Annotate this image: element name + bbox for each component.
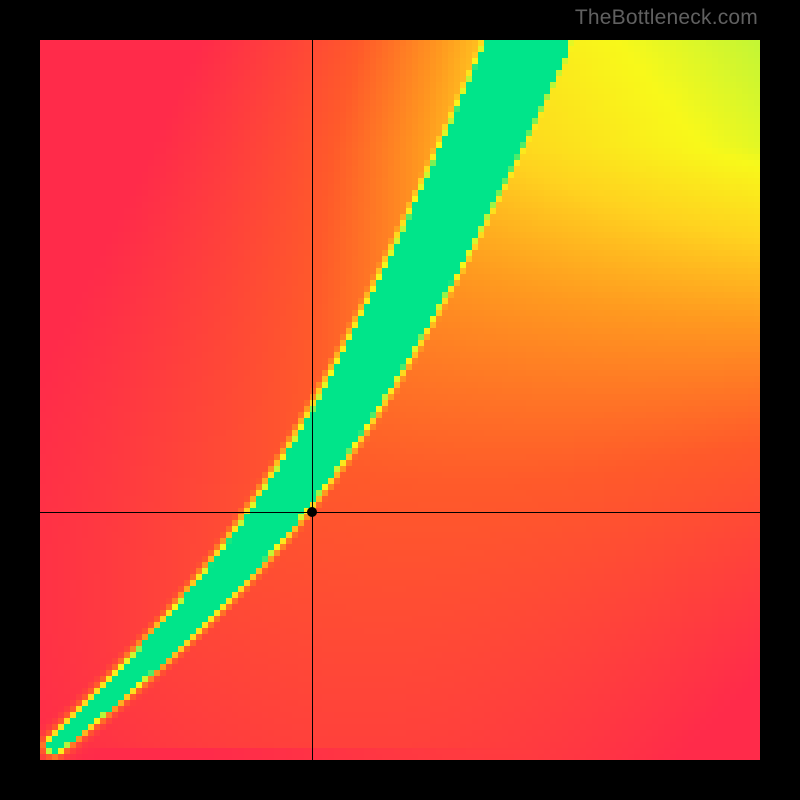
crosshair-horizontal [40,512,760,513]
crosshair-vertical [312,40,313,760]
crosshair-marker [307,507,317,517]
watermark-text: TheBottleneck.com [575,6,758,30]
heatmap-canvas [40,40,760,760]
plot-area [40,40,760,760]
